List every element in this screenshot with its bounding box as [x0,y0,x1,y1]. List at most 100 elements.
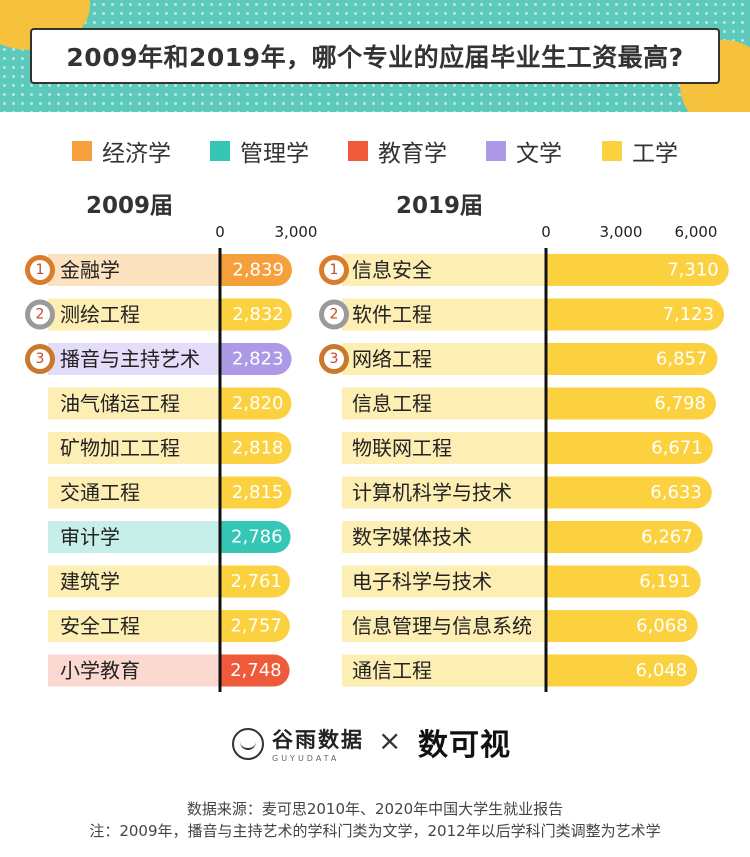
label-band [342,610,546,642]
bar-cap [220,654,252,687]
guyu-logo-name: 谷雨数据 [272,727,364,752]
legend-item-economics: 经济学 [72,136,171,167]
bar-cap [546,254,578,286]
value-label: 2,820 [232,393,284,414]
rank-badge-inner [30,349,50,369]
value-label: 7,123 [663,304,715,325]
bar-cap [220,610,252,642]
title-box: 2009年和2019年，哪个专业的应届毕业生工资最高? [30,28,720,84]
bar [546,610,698,642]
tick-label: 3,000 [275,223,318,241]
panel-title-2019: 2019届 [396,193,484,219]
rank-badge-inner [30,260,50,280]
label-band [48,654,220,687]
category-label: 信息管理与信息系统 [352,614,532,638]
data-source: 数据来源：麦可思2010年、2020年中国大学生就业报告 [186,800,564,818]
guyu-logo: 谷雨数据 GUYUDATA [232,724,364,763]
bar-cap [220,298,252,331]
label-band [342,476,546,509]
legend-label: 管理学 [240,141,309,167]
value-label: 2,818 [232,438,284,459]
value-label: 2,761 [230,571,282,592]
bar [546,343,718,375]
tick-label: 3,000 [600,223,643,241]
legend: 经济学 管理学 教育学 文学 工学 [0,136,750,167]
legend-swatch [210,141,230,161]
label-band [342,387,546,420]
legend-swatch [602,141,622,161]
bar-cap [546,610,578,642]
bar [546,521,703,553]
label-band [342,343,546,375]
value-label: 6,191 [639,571,691,592]
bar-cap [546,476,578,509]
category-label: 计算机科学与技术 [352,481,512,505]
category-label: 通信工程 [352,659,432,683]
bar-chart: 金融学 2,839 1 测绘工程 2,832 2 播音与主持艺术 2,823 3 油气储运工程 2,… [25,223,729,692]
label-band [48,521,220,553]
bar-cap [546,387,578,420]
category-label: 审计学 [60,525,120,549]
value-label: 6,267 [641,527,693,548]
bar-cap [546,521,578,553]
tick-label: 6,000 [675,223,718,241]
rank-badge-inner [324,349,344,369]
category-label: 小学教育 [60,659,140,683]
category-label: 金融学 [60,258,120,282]
category-label: 安全工程 [60,614,140,638]
legend-item-education: 教育学 [348,136,447,167]
shuxie-logo: 数可视 [418,728,511,763]
rank-badge-number: 1 [36,262,45,278]
rank-badge-inner [324,304,344,325]
category-label: 交通工程 [60,481,140,505]
bar-cap [546,432,578,464]
rank-badge-number: 1 [330,262,339,278]
rank-badge-number: 3 [36,351,45,367]
header-band: 2009年和2019年，哪个专业的应届毕业生工资最高? [0,0,750,112]
category-label: 测绘工程 [60,303,140,327]
value-label: 7,310 [667,260,719,281]
rank-badge-inner [324,260,344,280]
legend-label: 文学 [516,141,562,167]
label-band [48,610,220,642]
bar-cap [546,298,578,331]
value-label: 6,068 [636,616,688,637]
bar-cap [546,343,578,375]
legend-swatch [72,141,92,161]
bar-cap [220,476,252,509]
bar [546,476,712,509]
value-label: 6,798 [654,393,706,414]
category-label: 信息工程 [352,392,432,416]
legend-label: 经济学 [102,141,171,167]
value-label: 2,839 [232,260,284,281]
label-band [342,565,546,598]
value-label: 2,757 [230,616,282,637]
legend-swatch [486,141,506,161]
rank-badge-inner [30,304,50,325]
bar [546,654,698,687]
legend-label: 工学 [632,141,678,167]
legend-item-management: 管理学 [210,136,309,167]
bar [546,432,713,464]
legend-item-literature: 文学 [486,136,562,167]
label-band [48,298,220,331]
label-band [48,476,220,509]
bar-cap [220,565,252,598]
value-label: 2,832 [232,304,284,325]
category-label: 物联网工程 [352,436,452,460]
value-label: 6,857 [656,349,708,370]
value-label: 2,815 [232,482,284,503]
label-band [48,432,220,464]
category-label: 油气储运工程 [60,392,180,416]
rank-badge-number: 2 [36,307,45,323]
label-band [342,654,546,687]
rank-badge-number: 2 [330,307,339,323]
label-band [48,565,220,598]
category-label: 信息安全 [352,258,432,282]
bar-cap [220,432,252,464]
bar-cap [220,521,252,553]
legend-swatch [348,141,368,161]
bar-cap [546,654,578,687]
category-label: 播音与主持艺术 [60,347,200,371]
label-band [48,343,220,375]
